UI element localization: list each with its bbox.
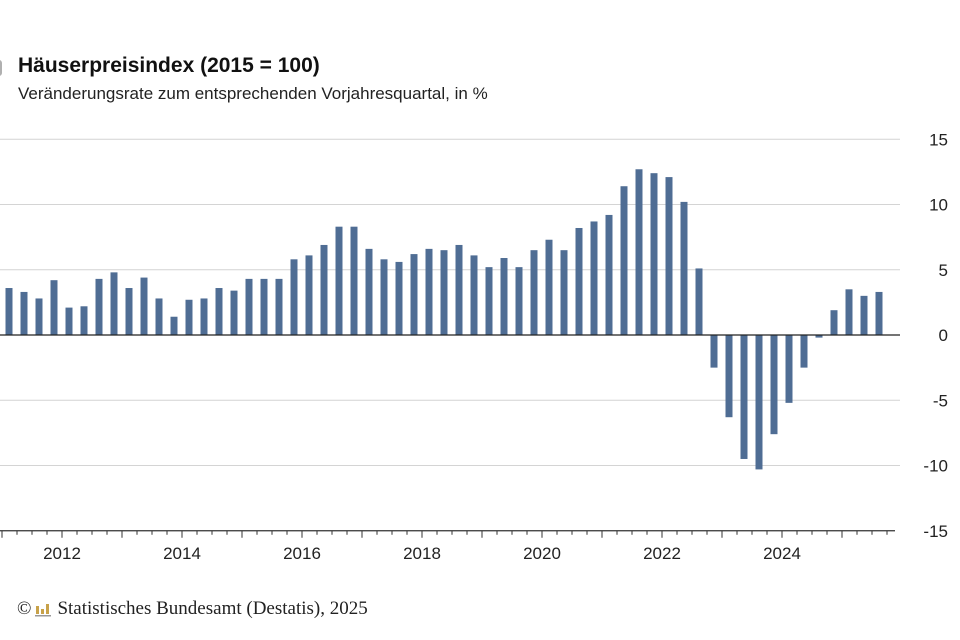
x-tick-label: 2024	[763, 544, 801, 563]
bar	[110, 272, 118, 335]
y-tick-label: -5	[933, 391, 948, 410]
bar	[20, 291, 28, 335]
bar	[665, 177, 673, 335]
bar	[200, 298, 208, 335]
bar	[305, 255, 313, 335]
bar	[455, 244, 463, 335]
bar	[845, 289, 853, 335]
source-text: Statistisches Bundesamt (Destatis), 2025	[57, 598, 368, 619]
bar	[860, 295, 868, 335]
bar	[125, 288, 133, 335]
bar	[485, 267, 493, 335]
title-marker	[0, 60, 2, 76]
bar	[800, 335, 808, 368]
x-tick-label: 2020	[523, 544, 561, 563]
bar	[770, 335, 778, 435]
bar	[395, 261, 403, 335]
bar	[575, 227, 583, 335]
bar	[320, 244, 328, 335]
bar	[185, 299, 193, 335]
bar	[440, 250, 448, 335]
bar	[620, 186, 628, 335]
x-tick-label: 2018	[403, 544, 441, 563]
y-tick-label: -10	[923, 457, 948, 476]
bar	[170, 316, 178, 335]
bar	[635, 169, 643, 335]
chart-subtitle: Veränderungsrate zum entsprechenden Vorj…	[18, 84, 488, 103]
bar	[380, 259, 388, 335]
bar	[590, 221, 598, 335]
bar	[350, 226, 358, 335]
bar	[50, 280, 58, 335]
bar	[335, 226, 343, 335]
y-tick-label: 5	[939, 261, 948, 280]
bar	[155, 298, 163, 335]
bar	[815, 335, 823, 338]
x-tick-label: 2012	[43, 544, 81, 563]
bar	[710, 335, 718, 368]
axes: 15 10 5 0 -5 -10 -15 2012 2014 2016 2018 2020 2022 20…	[0, 130, 948, 563]
bar	[365, 248, 373, 335]
bar	[725, 335, 733, 418]
bar	[650, 173, 658, 335]
source-footer: © Statistisches Bundesamt (Destatis), 20…	[17, 598, 368, 620]
bar	[215, 288, 223, 335]
bar	[680, 201, 688, 335]
bar	[5, 288, 13, 335]
bar	[695, 268, 703, 335]
bar	[65, 307, 73, 335]
bar	[560, 250, 568, 335]
y-tick-label: 0	[939, 326, 948, 345]
bar	[425, 248, 433, 335]
bar	[785, 335, 793, 403]
bar	[470, 255, 478, 335]
bar	[545, 239, 553, 335]
y-tick-label: -15	[923, 522, 948, 541]
bar	[875, 291, 883, 335]
bar	[755, 335, 763, 470]
bar	[410, 254, 418, 335]
bar	[605, 214, 613, 335]
bar	[275, 278, 283, 335]
bar	[35, 298, 43, 335]
bar	[515, 267, 523, 335]
y-tick-label: 10	[929, 196, 948, 215]
bar	[95, 278, 103, 335]
bar	[500, 258, 508, 335]
bar	[530, 250, 538, 335]
gridlines	[0, 138, 900, 466]
chart-title: Häuserpreisindex (2015 = 100)	[18, 54, 320, 77]
bar	[830, 310, 838, 335]
bars	[5, 169, 883, 470]
bar	[80, 306, 88, 335]
bar	[245, 278, 253, 335]
x-tick-label: 2014	[163, 544, 201, 563]
bar	[290, 259, 298, 335]
bar	[260, 278, 268, 335]
bar	[740, 335, 748, 459]
copyright-symbol: ©	[17, 598, 32, 619]
bar	[140, 277, 148, 335]
x-tick-label: 2022	[643, 544, 681, 563]
bar	[230, 290, 238, 335]
destatis-logo-icon	[35, 604, 52, 617]
x-tick-label: 2016	[283, 544, 321, 563]
y-tick-label: 15	[929, 130, 948, 149]
